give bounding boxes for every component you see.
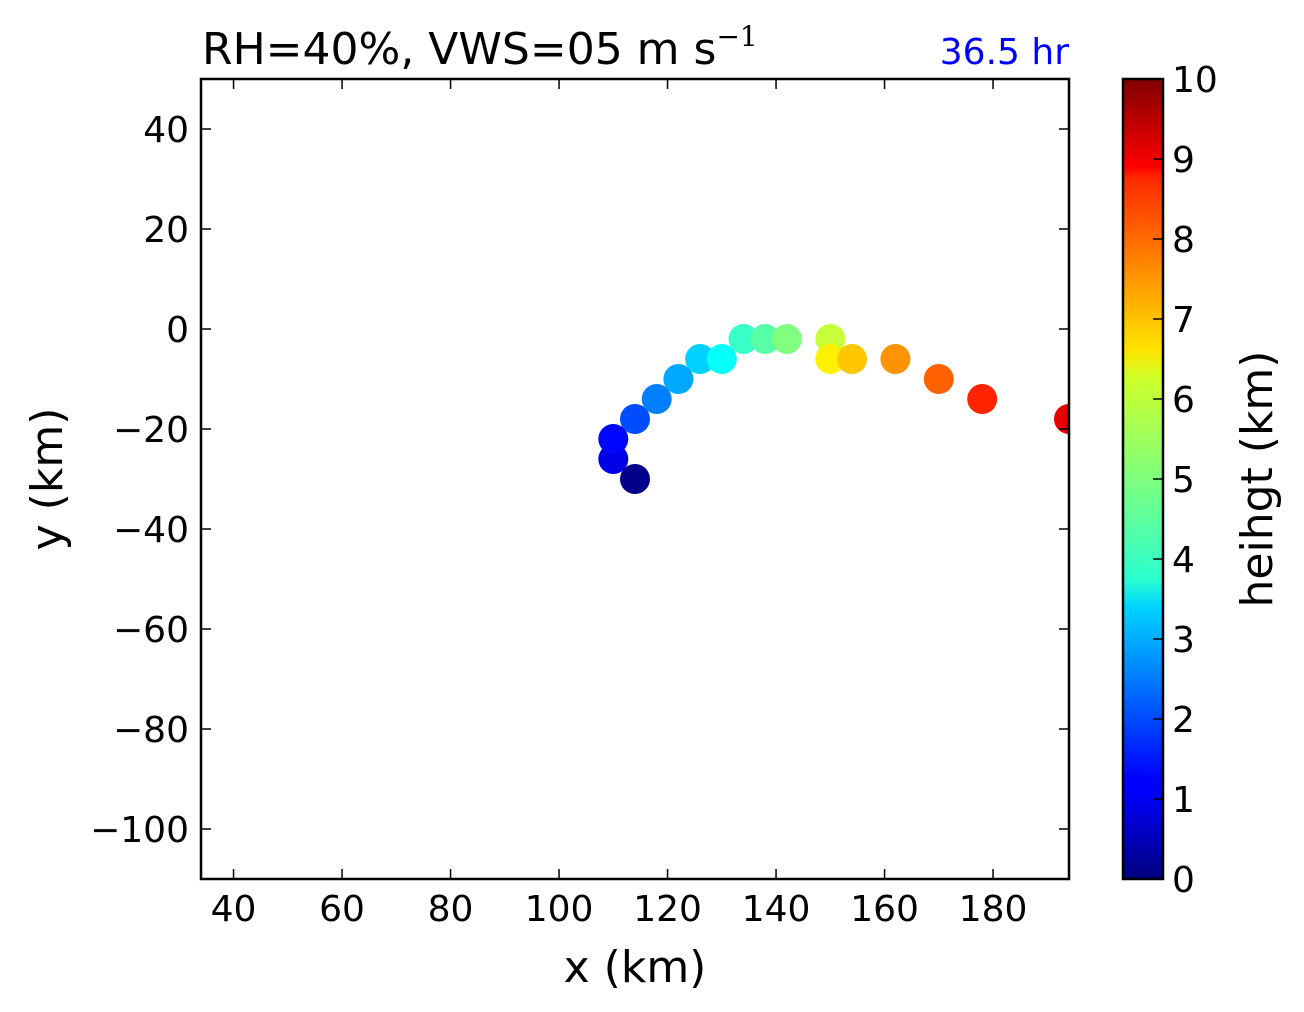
data-point bbox=[880, 344, 911, 374]
data-point bbox=[750, 324, 781, 354]
x-axis-ticks: 40 60 80 100 120 140 160 180 bbox=[211, 79, 1028, 930]
x-tick-label: 140 bbox=[742, 889, 811, 930]
y-tick-label: 40 bbox=[143, 110, 189, 151]
y-tick-label: −100 bbox=[90, 810, 189, 851]
data-point bbox=[837, 344, 867, 374]
y-axis-ticks: 40 20 0 −20 −40 −60 −80 −100 bbox=[90, 110, 1069, 851]
colorbar-tick-label: 0 bbox=[1172, 860, 1195, 901]
x-tick-label: 100 bbox=[525, 889, 594, 930]
colorbar-tick-label: 10 bbox=[1172, 60, 1218, 101]
data-point bbox=[620, 464, 650, 494]
x-tick-label: 80 bbox=[428, 889, 474, 930]
x-tick-label: 60 bbox=[319, 889, 365, 930]
x-tick-label: 40 bbox=[211, 889, 257, 930]
data-point bbox=[641, 384, 672, 414]
colorbar-ticks: 0 1 2 3 4 5 6 7 8 9 10 bbox=[1153, 60, 1218, 901]
colorbar-tick-label: 3 bbox=[1172, 620, 1195, 661]
title-superscript: −1 bbox=[716, 20, 757, 53]
colorbar-tick-label: 9 bbox=[1172, 140, 1195, 181]
colorbar-tick-label: 4 bbox=[1172, 540, 1195, 581]
data-point bbox=[815, 344, 846, 374]
colorbar-label: heihgt (km) bbox=[1232, 351, 1283, 608]
time-label: 36.5 hr bbox=[940, 32, 1069, 73]
y-tick-label: −20 bbox=[113, 410, 189, 451]
data-point bbox=[706, 344, 737, 374]
y-axis-label: y (km) bbox=[22, 408, 73, 551]
colorbar-tick-label: 8 bbox=[1172, 220, 1195, 261]
y-tick-label: −40 bbox=[113, 510, 189, 551]
data-point bbox=[728, 324, 759, 354]
x-tick-label: 160 bbox=[850, 889, 919, 930]
data-point bbox=[967, 384, 998, 414]
data-point bbox=[771, 324, 802, 354]
y-tick-label: −80 bbox=[113, 710, 189, 751]
x-tick-label: 120 bbox=[633, 889, 702, 930]
data-point bbox=[1054, 404, 1069, 434]
colorbar-tick-label: 5 bbox=[1172, 460, 1195, 501]
data-point bbox=[685, 344, 716, 374]
x-tick-label: 180 bbox=[959, 889, 1028, 930]
y-tick-label: 20 bbox=[143, 210, 189, 251]
data-point bbox=[663, 364, 694, 394]
y-tick-label: 0 bbox=[166, 310, 189, 351]
chart-title: RH=40%, VWS=05 m s−1 bbox=[202, 20, 758, 75]
data-point bbox=[598, 424, 629, 454]
data-points bbox=[598, 324, 1069, 494]
colorbar-tick-label: 7 bbox=[1172, 300, 1195, 341]
colorbar-tick-label: 6 bbox=[1172, 380, 1195, 421]
colorbar-tick-label: 1 bbox=[1172, 780, 1195, 821]
data-point bbox=[620, 404, 650, 434]
y-tick-label: −60 bbox=[113, 610, 189, 651]
plot-frame bbox=[199, 77, 1071, 881]
colorbar-tick-label: 2 bbox=[1172, 700, 1195, 741]
x-axis-label: x (km) bbox=[564, 942, 707, 993]
data-point bbox=[923, 364, 954, 394]
